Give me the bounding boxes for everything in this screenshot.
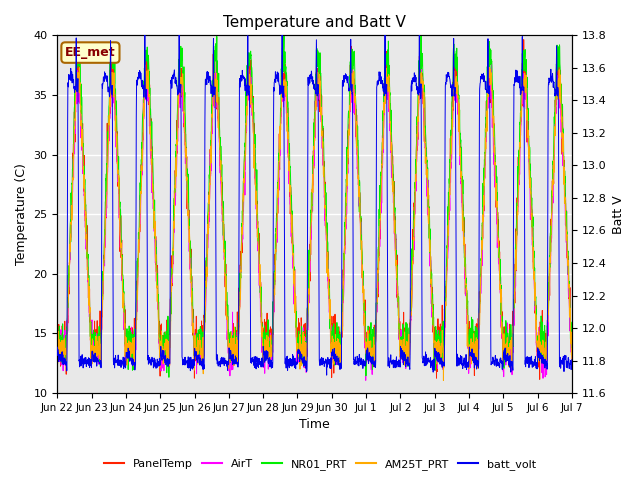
batt_volt — [330, 352, 337, 358]
batt_volt — [340, 75, 348, 81]
batt_volt — [568, 357, 576, 362]
AirT — [464, 342, 472, 348]
NR01_PRT — [465, 330, 472, 336]
AM25T_PRT — [465, 341, 472, 347]
AirT — [568, 358, 576, 364]
NR01_PRT — [523, 84, 531, 90]
AirT — [523, 112, 531, 118]
AirT — [488, 58, 495, 64]
AM25T_PRT — [340, 244, 348, 250]
Legend: PanelTemp, AirT, NR01_PRT, AM25T_PRT, batt_volt: PanelTemp, AirT, NR01_PRT, AM25T_PRT, ba… — [100, 455, 540, 474]
Line: PanelTemp: PanelTemp — [58, 40, 572, 379]
PanelTemp — [197, 330, 205, 336]
batt_volt — [537, 352, 545, 358]
PanelTemp — [340, 250, 348, 256]
AM25T_PRT — [440, 378, 447, 384]
batt_volt — [415, 28, 423, 34]
AirT — [340, 265, 348, 271]
NR01_PRT — [197, 326, 205, 332]
AirT — [537, 343, 545, 348]
PanelTemp — [54, 335, 61, 340]
NR01_PRT — [165, 374, 173, 380]
batt_volt — [197, 359, 205, 364]
NR01_PRT — [568, 346, 576, 351]
Line: NR01_PRT: NR01_PRT — [58, 31, 572, 377]
NR01_PRT — [417, 28, 425, 34]
NR01_PRT — [537, 313, 545, 319]
Y-axis label: Temperature (C): Temperature (C) — [15, 163, 28, 265]
Text: EE_met: EE_met — [65, 46, 116, 59]
AirT — [54, 357, 61, 363]
Line: AM25T_PRT: AM25T_PRT — [58, 65, 572, 381]
AirT — [197, 338, 205, 344]
NR01_PRT — [340, 243, 348, 249]
AM25T_PRT — [330, 336, 337, 342]
AirT — [362, 377, 369, 383]
batt_volt — [465, 363, 472, 369]
PanelTemp — [536, 376, 543, 382]
AM25T_PRT — [523, 117, 531, 123]
X-axis label: Time: Time — [300, 419, 330, 432]
batt_volt — [323, 372, 330, 378]
AM25T_PRT — [537, 347, 545, 352]
AirT — [329, 356, 337, 362]
AM25T_PRT — [54, 341, 61, 347]
Line: batt_volt: batt_volt — [58, 31, 572, 375]
batt_volt — [54, 344, 61, 350]
PanelTemp — [329, 313, 337, 319]
AM25T_PRT — [141, 62, 149, 68]
AM25T_PRT — [568, 359, 576, 365]
NR01_PRT — [330, 344, 337, 350]
batt_volt — [523, 359, 531, 364]
Line: AirT: AirT — [58, 61, 572, 380]
PanelTemp — [568, 342, 576, 348]
PanelTemp — [523, 80, 531, 85]
Title: Temperature and Batt V: Temperature and Batt V — [223, 15, 406, 30]
PanelTemp — [537, 331, 545, 336]
PanelTemp — [520, 37, 527, 43]
Y-axis label: Batt V: Batt V — [612, 195, 625, 234]
NR01_PRT — [54, 340, 61, 346]
PanelTemp — [464, 312, 472, 318]
AM25T_PRT — [197, 351, 205, 357]
